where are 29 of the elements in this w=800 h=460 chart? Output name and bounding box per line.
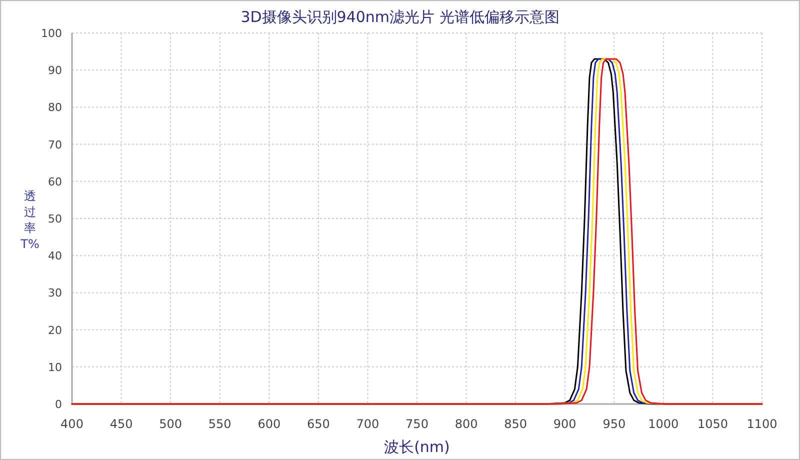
y-tick-label: 20 <box>48 324 62 337</box>
y-tick-label: 90 <box>48 64 62 78</box>
y-tick-label: 60 <box>48 175 62 188</box>
x-tick-label: 750 <box>406 417 428 431</box>
y-tick-label: 10 <box>48 360 62 374</box>
x-tick-label: 1050 <box>697 417 728 431</box>
x-tick-label: 450 <box>110 417 133 431</box>
y-tick-label: 100 <box>41 27 62 40</box>
x-tick-label: 800 <box>454 417 478 431</box>
x-tick-label: 500 <box>159 417 182 431</box>
y-tick-label: 70 <box>48 138 62 152</box>
x-tick-label: 900 <box>553 417 576 431</box>
x-axis-title: 波长(nm) <box>384 438 450 456</box>
y-axis-title: 透过率T% <box>20 189 40 251</box>
y-tick-label: 50 <box>48 212 62 226</box>
y-tick-label: 0 <box>55 398 62 411</box>
x-tick-label: 600 <box>258 417 281 431</box>
x-tick-label: 1000 <box>648 417 679 431</box>
x-tick-label: 700 <box>356 417 380 431</box>
x-tick-label: 850 <box>504 417 528 431</box>
x-tick-label: 550 <box>208 417 232 431</box>
y-tick-label: 40 <box>48 250 62 263</box>
x-tick-label: 1100 <box>746 417 778 431</box>
x-tick-label: 650 <box>306 417 330 431</box>
chart-title: 3D摄像头识别940nm滤光片 光谱低偏移示意图 <box>240 8 560 26</box>
x-tick-label: 950 <box>602 417 626 431</box>
y-tick-label: 80 <box>48 101 62 114</box>
y-tick-label: 30 <box>48 286 62 300</box>
x-tick-label: 400 <box>60 417 84 431</box>
